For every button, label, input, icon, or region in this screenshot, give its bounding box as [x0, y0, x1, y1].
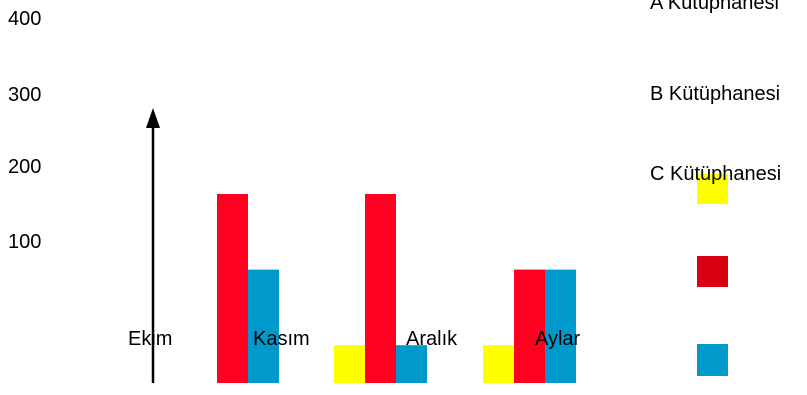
category-label: Aralık: [406, 328, 458, 350]
x-axis-title: Aylar: [535, 328, 581, 350]
category-labels: Ekim Kasım Aralık Aylar: [128, 328, 581, 350]
bar-2-3: [514, 269, 545, 383]
bars-group: [217, 194, 576, 383]
y-tick-label: 100: [8, 231, 41, 253]
y-axis-arrowhead: [146, 108, 160, 128]
bar-2-1: [217, 194, 248, 383]
bar-2-2: [365, 194, 396, 383]
legend-label-a: A Kütüphanesi: [650, 0, 779, 14]
legend: A Kütüphanesi B Kütüphanesi C Kütüphanes…: [650, 0, 781, 376]
y-tick-label: 200: [8, 156, 41, 178]
bar-3-1: [248, 269, 279, 383]
category-label: Ekim: [128, 328, 172, 350]
category-label: Kasım: [253, 328, 310, 350]
legend-swatch-b: [697, 256, 728, 287]
legend-label-b: B Kütüphanesi: [650, 83, 780, 105]
y-tick-label: 300: [8, 84, 41, 106]
bar-3-2: [396, 345, 427, 383]
legend-swatch-a: [697, 174, 728, 204]
y-tick-label: 400: [8, 8, 41, 30]
bar-1-2: [334, 345, 365, 383]
y-tick-labels: 100 200 300 400: [8, 8, 41, 253]
bar-1-3: [483, 345, 514, 383]
legend-swatch-c: [697, 344, 728, 376]
legend-label-c: C Kütüphanesi: [650, 163, 781, 185]
bar-3-3: [545, 269, 576, 383]
